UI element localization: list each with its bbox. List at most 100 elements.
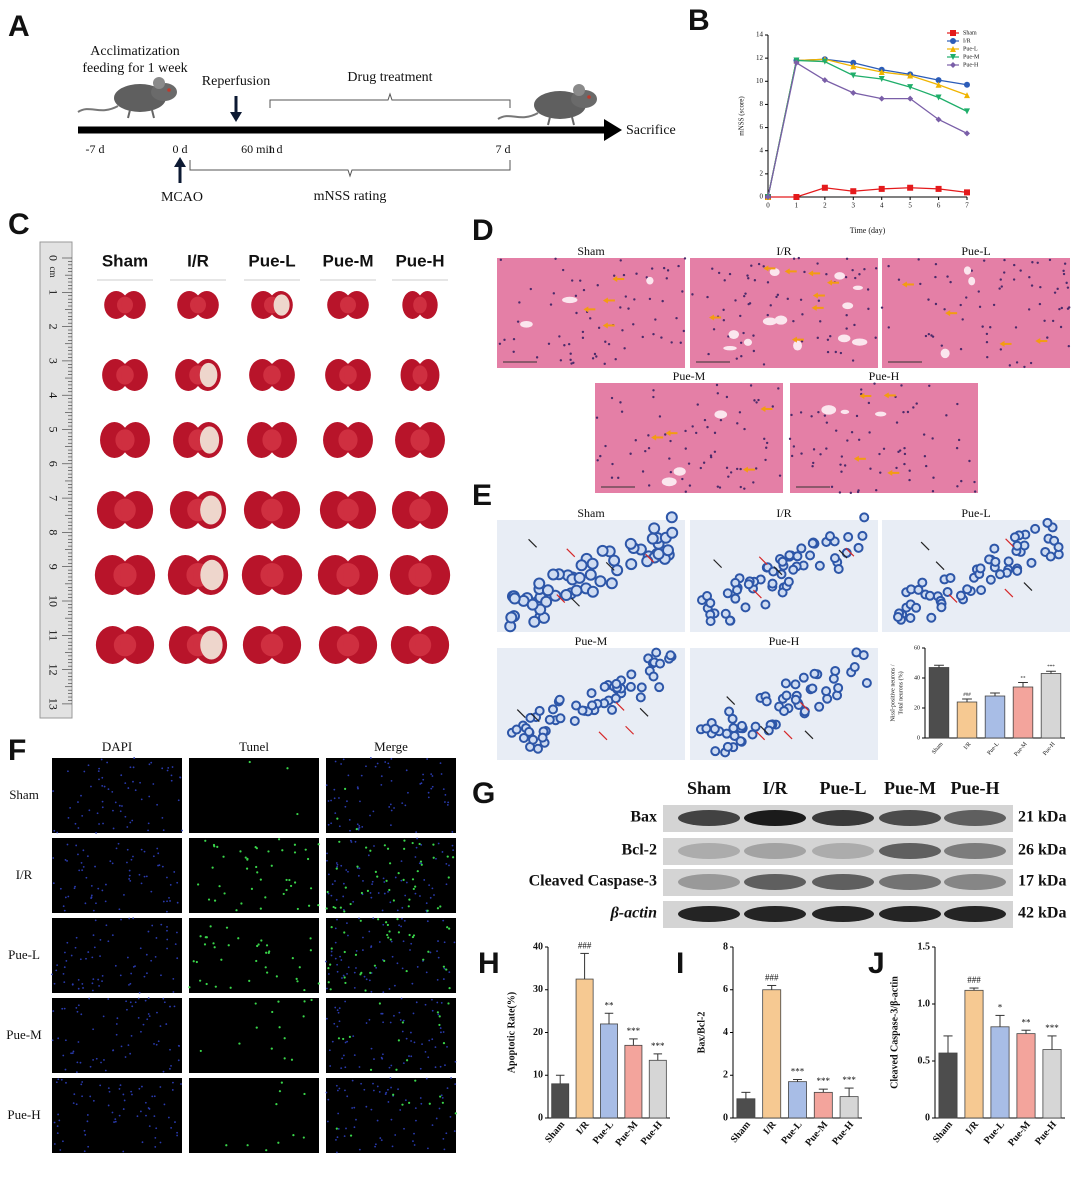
x-tick-label: Sham xyxy=(931,1119,956,1145)
nucleus xyxy=(973,490,977,493)
nucleus xyxy=(552,292,556,295)
dapi-dot xyxy=(147,822,150,825)
nucleus xyxy=(843,464,847,467)
dapi-dot xyxy=(97,978,100,981)
tunel-dot xyxy=(405,969,408,973)
dapi-dot xyxy=(363,1088,366,1091)
brain-core xyxy=(114,498,136,522)
dapi-dot xyxy=(447,801,450,804)
dapi-dot xyxy=(138,1087,141,1090)
lane-header: Pue-H xyxy=(951,778,1000,798)
tunel-dot xyxy=(387,936,390,939)
dapi-dot xyxy=(148,795,151,798)
neuron xyxy=(911,602,922,613)
nucleus xyxy=(903,446,906,450)
neuron xyxy=(720,608,731,619)
dapi-dot xyxy=(429,896,432,899)
dapi-dot xyxy=(77,987,80,990)
dapi-dot xyxy=(353,986,356,989)
dapi-dot xyxy=(453,941,456,944)
nucleus xyxy=(1031,261,1034,264)
x-tick-label: Pue-L xyxy=(591,1119,616,1146)
dapi-dot xyxy=(393,807,395,809)
nucleus xyxy=(1063,262,1067,265)
nucleus xyxy=(777,387,780,390)
dapi-dot xyxy=(116,1017,119,1020)
dapi-dot xyxy=(129,1001,132,1004)
dapi-dot xyxy=(394,1134,397,1136)
dapi-dot xyxy=(330,894,333,897)
tunel-dot xyxy=(366,889,370,893)
nucleus xyxy=(699,466,703,470)
dapi-dot xyxy=(437,956,440,959)
neuron xyxy=(1042,517,1053,528)
neuron xyxy=(661,544,674,557)
x-tick-label: Pue-L xyxy=(982,1119,1007,1146)
nucleus xyxy=(762,265,765,268)
tunel-dot xyxy=(411,935,415,939)
nucleus xyxy=(650,267,654,270)
nucleus xyxy=(978,305,982,309)
dapi-dot xyxy=(368,1018,371,1021)
neuron xyxy=(524,726,535,737)
dapi-dot xyxy=(326,859,328,862)
pointer-arrow xyxy=(800,702,809,711)
neuron xyxy=(761,696,772,707)
nucleus xyxy=(960,479,963,483)
neuron xyxy=(985,574,996,585)
nucleus xyxy=(617,476,620,480)
nucleus xyxy=(603,362,606,366)
timeline-end-label: Sacrifice xyxy=(626,123,676,138)
pointer-arrowhead xyxy=(651,434,657,441)
dapi-dot xyxy=(166,938,169,941)
tunel-dot xyxy=(265,944,269,947)
neuron xyxy=(508,592,521,605)
dapi-dot xyxy=(56,964,59,967)
nucleus xyxy=(845,327,848,330)
dapi-dot xyxy=(75,844,78,847)
dapi-dot xyxy=(327,800,330,802)
dapi-dot xyxy=(69,806,72,809)
neuron xyxy=(547,568,560,581)
panel-label: I xyxy=(676,947,684,980)
nucleus xyxy=(604,340,607,343)
neuron xyxy=(859,512,870,523)
dapi-dot xyxy=(155,1043,158,1046)
pointer-arrowhead xyxy=(901,281,907,288)
vacuole xyxy=(714,410,728,419)
point xyxy=(878,185,885,192)
dapi-dot xyxy=(102,822,104,825)
group-header: Pue-L xyxy=(248,251,295,270)
dapi-dot xyxy=(118,908,121,911)
fluorescence-image xyxy=(326,758,456,833)
tunel-dot xyxy=(275,975,278,978)
point xyxy=(950,46,956,52)
nucleus xyxy=(661,299,664,303)
dapi-dot xyxy=(393,984,396,987)
tunel-dot xyxy=(412,887,415,891)
panel-label: D xyxy=(472,214,494,247)
dapi-dot xyxy=(158,864,161,866)
dapi-dot xyxy=(104,1069,107,1072)
pointer-arrowhead xyxy=(602,297,608,304)
dapi-dot xyxy=(448,864,450,867)
nucleus xyxy=(596,284,599,287)
tunel-dot xyxy=(317,904,320,907)
nucleus xyxy=(754,467,758,470)
nucleus xyxy=(574,294,578,298)
tunel-dot xyxy=(388,862,392,865)
nucleus xyxy=(599,454,602,458)
tunel-dot xyxy=(436,1011,440,1014)
dapi-dot xyxy=(145,1114,147,1117)
dapi-dot xyxy=(161,865,164,868)
neuron xyxy=(853,542,864,553)
vacuole xyxy=(851,338,868,346)
dapi-dot xyxy=(95,831,97,834)
dapi-dot xyxy=(401,917,403,920)
pointer-arrow xyxy=(1005,538,1015,548)
dapi-dot xyxy=(350,841,353,843)
dapi-dot xyxy=(138,873,141,876)
dapi-dot xyxy=(347,966,350,969)
nucleus xyxy=(1048,258,1052,262)
dapi-dot xyxy=(369,892,372,894)
